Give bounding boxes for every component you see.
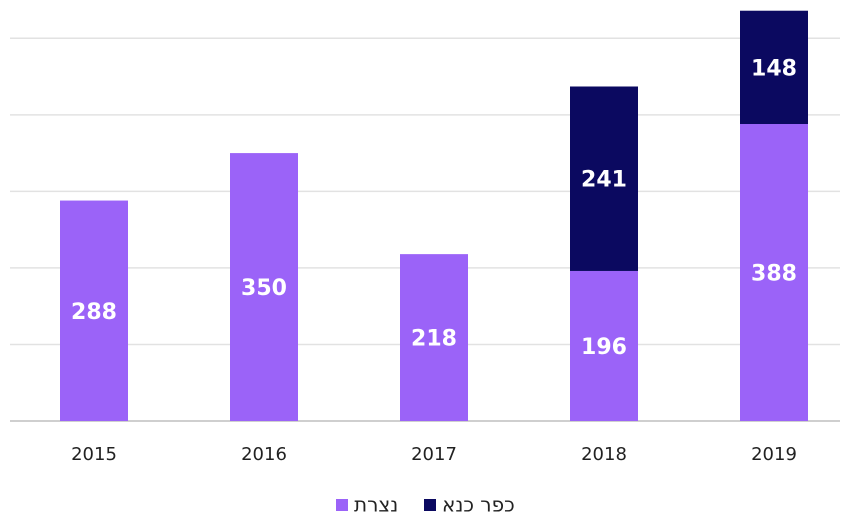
bar-segment (570, 270, 638, 421)
data-label: 196 (581, 335, 627, 360)
x-tick-label: 2017 (411, 444, 457, 465)
bar-segment (230, 153, 298, 421)
bar-segment (740, 10, 808, 125)
legend-label: נצרת (354, 493, 398, 517)
bar-segment (570, 86, 638, 271)
bar-segment (60, 200, 128, 421)
data-label: 148 (751, 56, 797, 81)
bar-segment (400, 254, 468, 421)
legend-swatch (424, 499, 436, 511)
data-label: 350 (241, 276, 287, 301)
legend-label: כפר כנא (442, 493, 515, 517)
data-label: 288 (71, 300, 117, 325)
legend-swatch (336, 499, 348, 511)
x-tick-label: 2015 (71, 444, 117, 465)
data-label: 218 (411, 327, 457, 352)
data-label: 241 (581, 168, 627, 193)
x-tick-label: 2016 (241, 444, 287, 465)
data-label: 388 (751, 262, 797, 287)
x-tick-label: 2018 (581, 444, 627, 465)
x-tick-label: 2019 (751, 444, 797, 465)
bar-segment (740, 124, 808, 422)
